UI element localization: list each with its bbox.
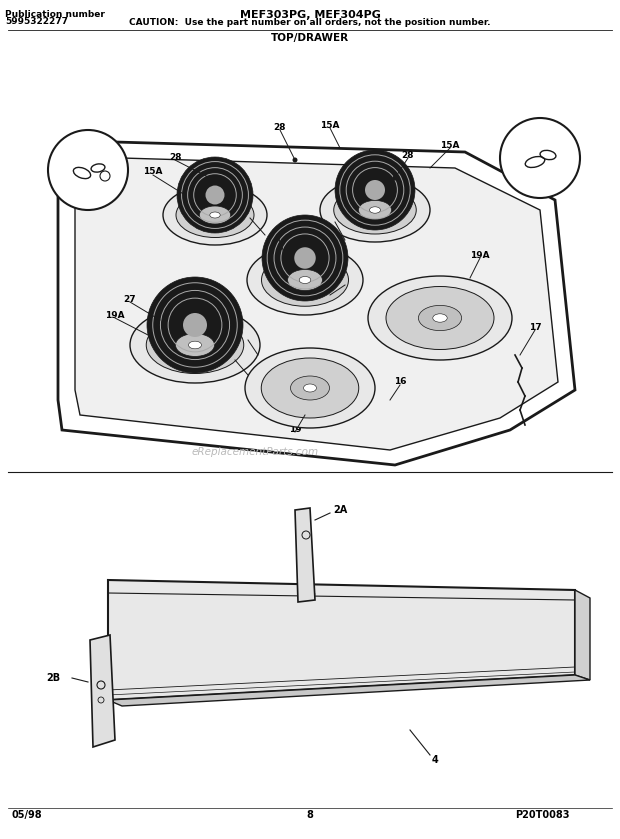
Text: 17: 17 xyxy=(529,322,541,331)
Ellipse shape xyxy=(320,178,430,242)
Text: 15A: 15A xyxy=(143,168,162,176)
Text: 26: 26 xyxy=(272,230,284,238)
Ellipse shape xyxy=(245,348,375,428)
Text: 15: 15 xyxy=(339,278,352,286)
Text: CAUTION:  Use the part number on all orders, not the position number.: CAUTION: Use the part number on all orde… xyxy=(129,18,491,27)
Text: 18: 18 xyxy=(546,138,558,147)
Ellipse shape xyxy=(261,358,359,418)
Text: 27: 27 xyxy=(229,352,241,362)
Text: 05/98: 05/98 xyxy=(12,810,43,820)
Text: 5995322277: 5995322277 xyxy=(5,17,68,26)
Circle shape xyxy=(205,185,224,205)
Polygon shape xyxy=(575,590,590,680)
Circle shape xyxy=(500,118,580,198)
Ellipse shape xyxy=(386,286,494,350)
Polygon shape xyxy=(108,580,575,700)
Ellipse shape xyxy=(175,334,215,357)
Circle shape xyxy=(48,130,128,210)
Text: 19: 19 xyxy=(289,425,301,434)
Ellipse shape xyxy=(368,276,512,360)
Ellipse shape xyxy=(433,314,447,322)
Polygon shape xyxy=(295,508,315,602)
Text: 2A: 2A xyxy=(333,505,347,515)
Ellipse shape xyxy=(370,206,381,213)
Ellipse shape xyxy=(210,212,220,218)
Ellipse shape xyxy=(262,253,348,306)
Circle shape xyxy=(147,277,243,373)
Text: TOP/DRAWER: TOP/DRAWER xyxy=(271,33,349,43)
Circle shape xyxy=(262,215,348,301)
Text: Publication number: Publication number xyxy=(5,10,105,19)
Ellipse shape xyxy=(200,206,231,224)
Circle shape xyxy=(177,157,253,233)
Polygon shape xyxy=(58,142,575,465)
Text: MEF303PG, MEF304PG: MEF303PG, MEF304PG xyxy=(239,10,381,20)
Circle shape xyxy=(294,248,316,268)
Polygon shape xyxy=(108,675,590,706)
Text: 28: 28 xyxy=(274,122,286,132)
Polygon shape xyxy=(90,635,115,747)
Ellipse shape xyxy=(130,307,260,383)
Text: 27: 27 xyxy=(123,294,136,304)
Ellipse shape xyxy=(358,201,391,220)
Polygon shape xyxy=(75,158,558,450)
Text: 19A: 19A xyxy=(470,251,490,259)
Circle shape xyxy=(293,158,298,163)
Ellipse shape xyxy=(247,245,363,315)
Ellipse shape xyxy=(299,277,311,284)
Text: 27: 27 xyxy=(244,211,256,220)
Text: 8: 8 xyxy=(306,810,314,820)
Ellipse shape xyxy=(188,341,202,349)
Circle shape xyxy=(335,150,415,230)
Circle shape xyxy=(392,175,397,180)
Text: 18A: 18A xyxy=(68,143,88,153)
Text: 27: 27 xyxy=(242,332,254,341)
Ellipse shape xyxy=(146,316,244,373)
Text: 28: 28 xyxy=(402,150,414,159)
Text: 15A: 15A xyxy=(321,121,340,129)
Ellipse shape xyxy=(304,384,316,392)
Circle shape xyxy=(183,313,207,337)
Text: 28: 28 xyxy=(169,153,181,161)
Ellipse shape xyxy=(334,186,416,234)
Text: eReplacementParts.com: eReplacementParts.com xyxy=(192,447,319,457)
Ellipse shape xyxy=(176,192,254,237)
Text: P20T0083: P20T0083 xyxy=(515,810,570,820)
Ellipse shape xyxy=(291,376,329,400)
Text: 16: 16 xyxy=(394,378,406,387)
Ellipse shape xyxy=(418,305,462,331)
Text: 15A: 15A xyxy=(440,140,460,149)
Text: 19A: 19A xyxy=(105,310,125,320)
Text: 2B: 2B xyxy=(46,673,60,683)
Ellipse shape xyxy=(288,269,322,290)
Ellipse shape xyxy=(163,185,267,245)
Text: 4: 4 xyxy=(432,755,438,765)
Circle shape xyxy=(365,180,385,200)
Text: 27: 27 xyxy=(329,215,342,223)
